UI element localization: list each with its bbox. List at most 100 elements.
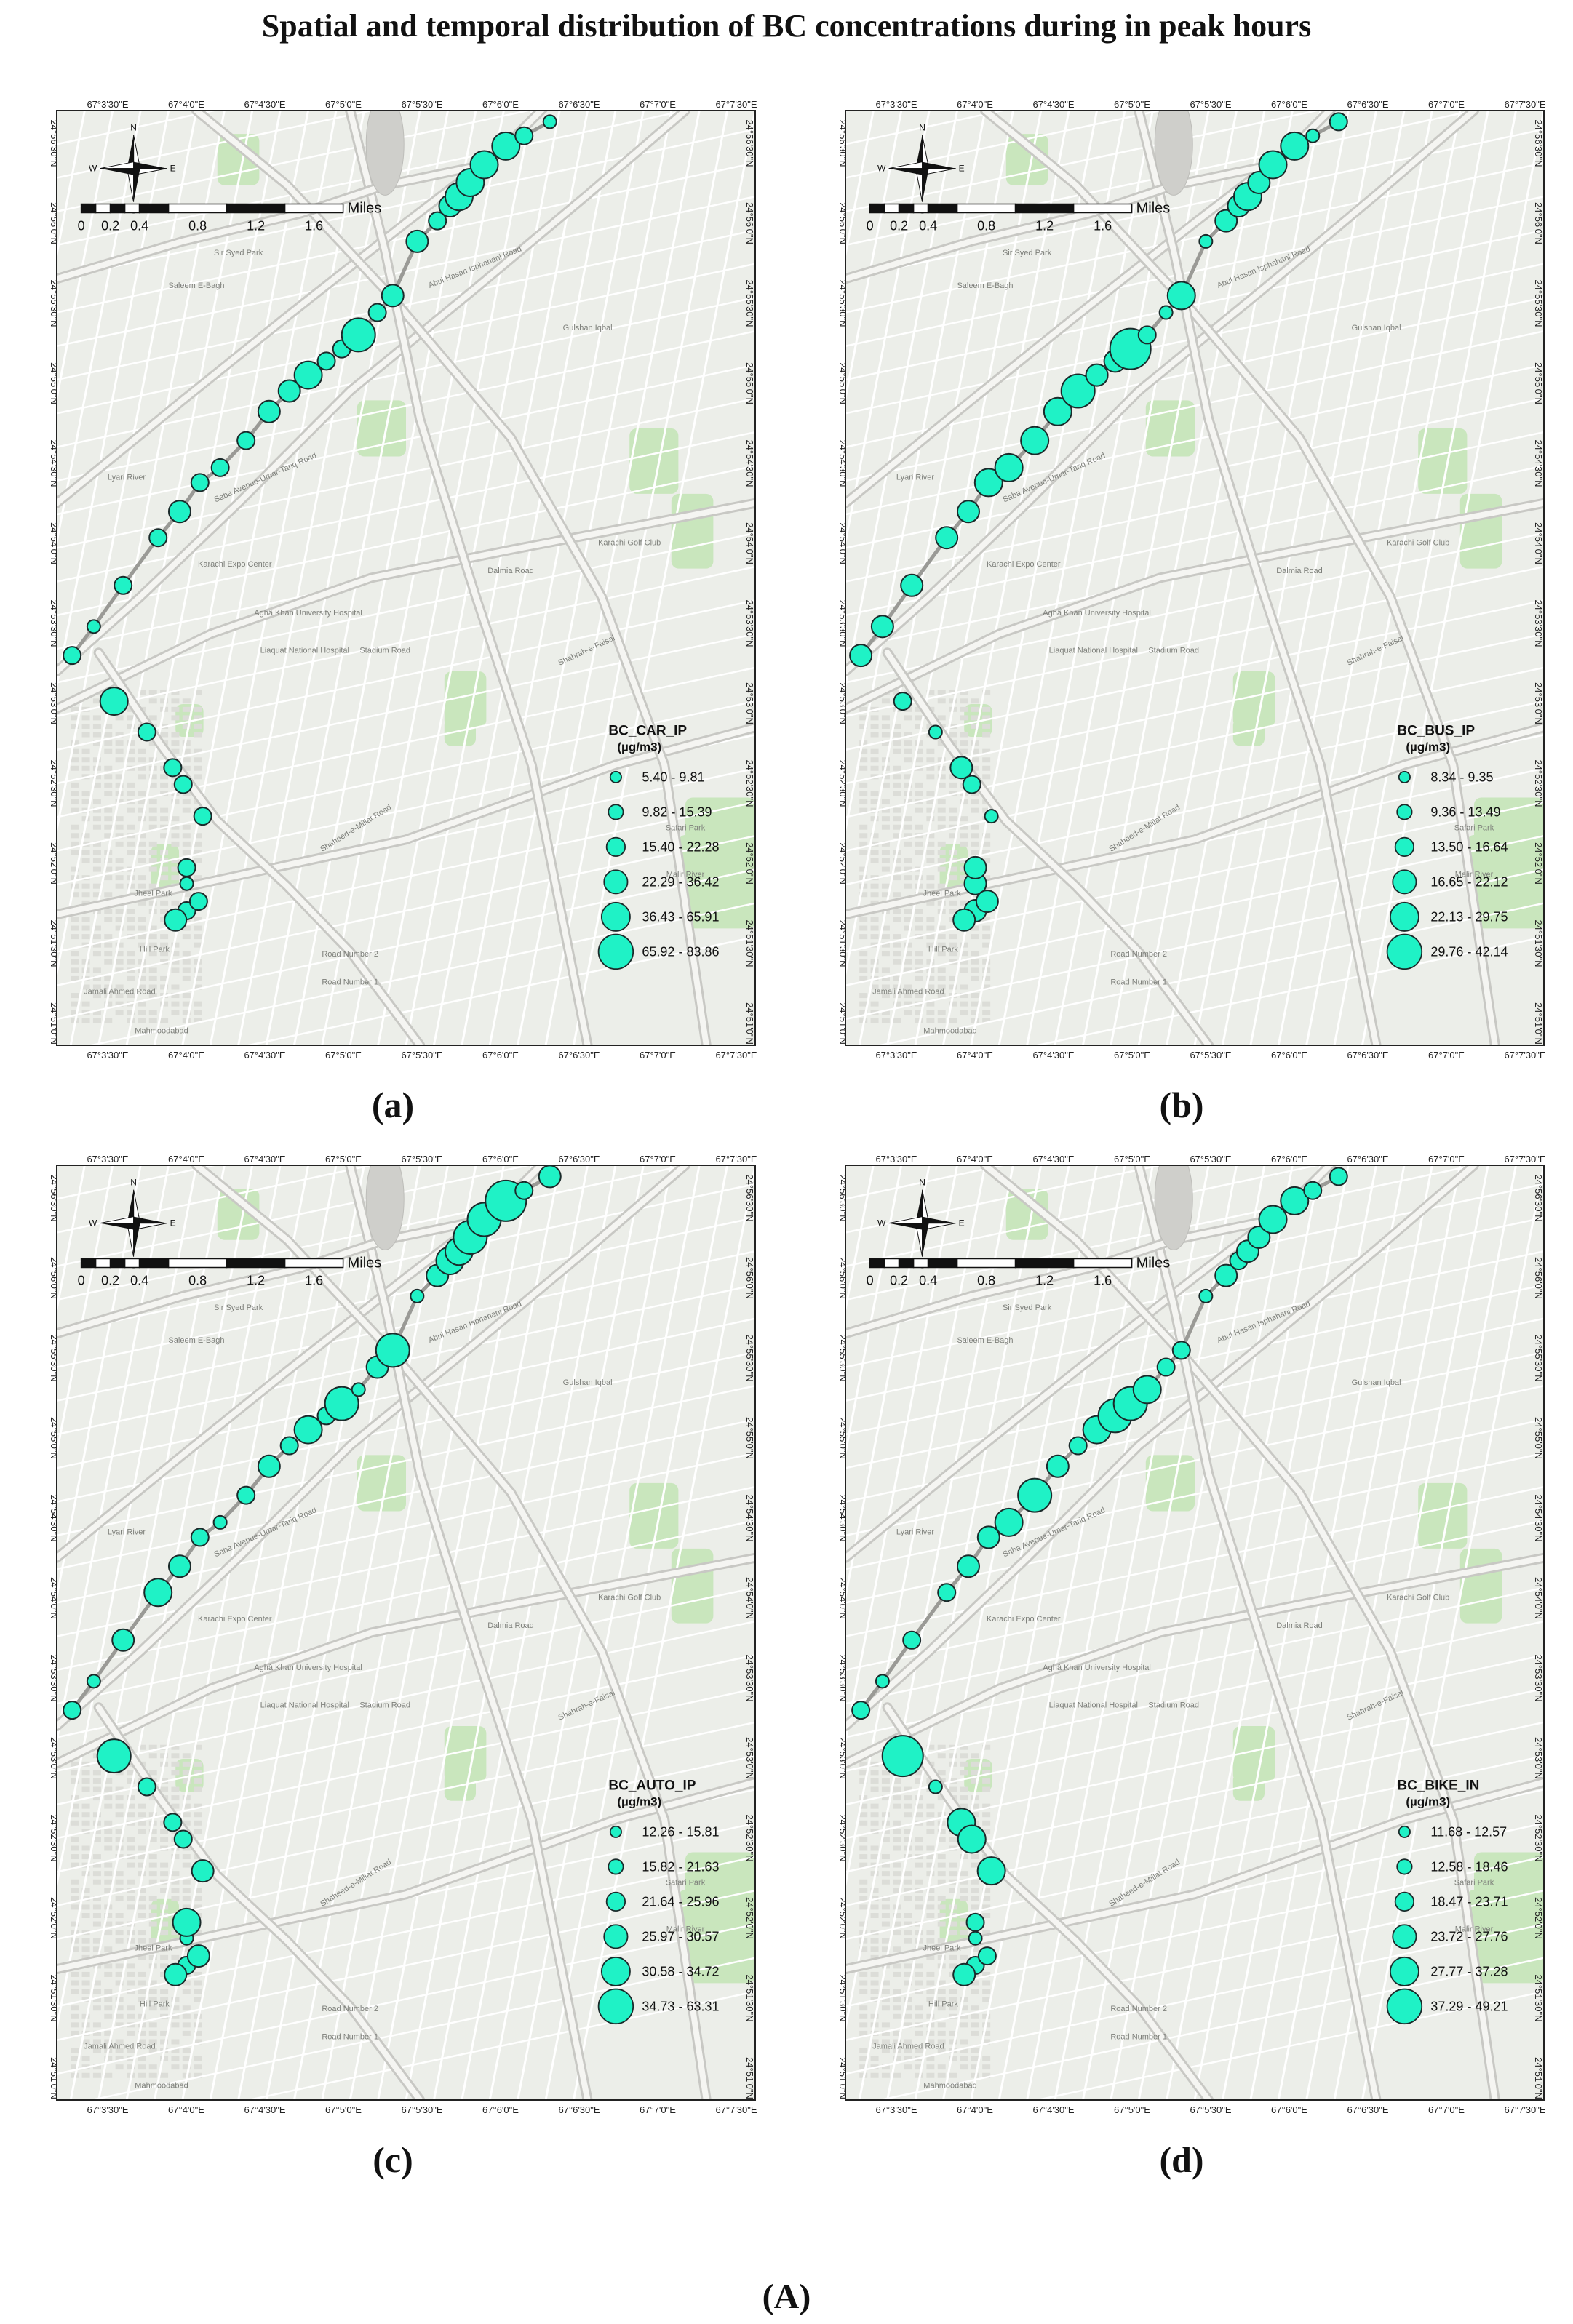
legend-symbol [600, 901, 631, 932]
latitude-tick-label: 24°54'0"N [744, 522, 755, 564]
bc-measurement-marker [937, 1583, 957, 1602]
map-place-label: Road Number 2 [1110, 2005, 1167, 2013]
map-place-label: Sir Syed Park [1003, 1303, 1052, 1312]
longitude-tick-label: 67°7'30"E [715, 99, 757, 110]
bc-measurement-marker [514, 1181, 534, 1200]
bc-measurement-marker [1020, 426, 1050, 455]
latitude-tick-label: 24°54'0"N [837, 1577, 848, 1619]
bc-measurement-marker [1132, 1375, 1162, 1405]
park-area [217, 1189, 260, 1240]
longitude-tick-label: 67°6'0"E [482, 1154, 519, 1165]
bc-measurement-marker [143, 1578, 173, 1608]
latitude-tick-label: 24°55'30"N [744, 279, 755, 327]
latitude-tick-label: 24°52'30"N [49, 1814, 60, 1861]
latitude-tick-label: 24°53'0"N [744, 1737, 755, 1779]
latitude-tick-label: 24°56'0"N [49, 202, 60, 244]
latitude-tick-label: 24°51'0"N [837, 2057, 848, 2099]
map-place-label: Stadium Road [359, 646, 410, 655]
bc-measurement-marker [236, 431, 256, 450]
bc-measurement-marker [167, 1554, 191, 1578]
longitude-tick-label: 67°7'30"E [1504, 2104, 1545, 2115]
bc-measurement-marker [928, 724, 943, 740]
bc-measurement-marker [1085, 363, 1109, 387]
map-place-label: Hill Park [140, 2000, 170, 2009]
longitude-tick-label: 67°6'0"E [482, 1050, 519, 1061]
latitude-tick-label: 24°51'0"N [1533, 2057, 1544, 2099]
legend-class-label: 65.92 - 83.86 [642, 944, 719, 959]
bc-measurement-marker [279, 1436, 299, 1456]
svg-text:W: W [877, 1218, 886, 1229]
map-place-label: Lyari River [108, 474, 146, 482]
latitude-tick-label: 24°55'0"N [1533, 1417, 1544, 1459]
latitude-tick-label: 24°53'0"N [837, 682, 848, 724]
longitude-tick-label: 67°4'30"E [244, 99, 285, 110]
map-place-label: Hill Park [140, 946, 170, 954]
map-place-label: Jheel Park [134, 889, 172, 898]
map-place-label: Sir Syed Park [214, 1303, 263, 1312]
longitude-tick-label: 67°6'30"E [1347, 99, 1388, 110]
longitude-tick-label: 67°6'30"E [1347, 1154, 1388, 1165]
bc-measurement-marker [210, 458, 230, 477]
svg-text:0: 0 [78, 1274, 85, 1288]
bc-measurement-marker [293, 1415, 323, 1445]
bc-measurement-marker [351, 1382, 366, 1397]
map-place-label: Liaquat National Hospital [1049, 1701, 1138, 1709]
map-place-label: Road Number 1 [322, 978, 378, 986]
map-place-label: Sir Syed Park [214, 249, 263, 257]
svg-text:0.8: 0.8 [977, 219, 995, 233]
bc-measurement-marker [1258, 150, 1288, 180]
map-place-label: Liaquat National Hospital [260, 1701, 349, 1709]
longitude-tick-label: 67°5'30"E [401, 1050, 442, 1061]
svg-text:0.8: 0.8 [188, 219, 207, 233]
legend-class-label: 21.64 - 25.96 [642, 1894, 719, 1909]
latitude-tick-label: 24°54'30"N [1533, 439, 1544, 487]
bc-measurement-marker [935, 526, 959, 550]
bc-measurement-marker [956, 500, 980, 524]
legend-symbol [1386, 933, 1423, 970]
latitude-tick-label: 24°53'0"N [1533, 682, 1544, 724]
map-place-label: Saleem E-Bagh [957, 1336, 1013, 1345]
latitude-tick-label: 24°53'30"N [744, 599, 755, 647]
map-place-label: Hill Park [928, 946, 958, 954]
bc-measurement-marker [188, 892, 208, 911]
svg-text:1.6: 1.6 [1094, 1274, 1112, 1288]
longitude-tick-label: 67°5'30"E [1190, 99, 1231, 110]
latitude-tick-label: 24°54'0"N [744, 1577, 755, 1619]
svg-text:E: E [959, 1218, 965, 1229]
svg-text:0.2: 0.2 [890, 219, 908, 233]
map-place-label: Saleem E-Bagh [168, 281, 224, 290]
legend-symbol [597, 1988, 634, 2025]
bc-measurement-marker [316, 351, 336, 371]
latitude-tick-label: 24°55'30"N [1533, 279, 1544, 327]
latitude-tick-label: 24°55'0"N [1533, 362, 1544, 404]
latitude-tick-label: 24°54'30"N [744, 1494, 755, 1541]
longitude-tick-label: 67°7'30"E [715, 1050, 757, 1061]
map-place-label: Liaquat National Hospital [1049, 646, 1138, 655]
park-area [444, 1773, 476, 1801]
bc-measurement-marker [148, 528, 168, 548]
longitude-tick-label: 67°7'30"E [1504, 99, 1545, 110]
map-place-label: Malir River [1455, 1925, 1494, 1934]
legend-symbol [600, 1956, 631, 1986]
map-place-label: Malir River [666, 1925, 705, 1934]
longitude-tick-label: 67°4'30"E [1032, 99, 1074, 110]
bc-measurement-marker [1158, 305, 1174, 320]
latitude-tick-label: 24°51'0"N [49, 1002, 60, 1045]
bc-measurement-marker [1060, 373, 1096, 409]
latitude-tick-label: 24°56'30"N [1533, 119, 1544, 167]
legend-class-label: 34.73 - 63.31 [642, 1999, 719, 2013]
latitude-tick-label: 24°52'0"N [1533, 842, 1544, 885]
bc-measurement-marker [1329, 1167, 1348, 1186]
longitude-tick-label: 67°3'30"E [875, 2104, 917, 2115]
latitude-tick-label: 24°53'30"N [49, 1654, 60, 1701]
legend-symbol [608, 1858, 624, 1875]
longitude-tick-label: 67°4'0"E [168, 1050, 204, 1061]
map-place-label: Gulshan Iqbal [563, 1378, 613, 1387]
latitude-tick-label: 24°51'0"N [49, 2057, 60, 2099]
latitude-tick-label: 24°52'0"N [1533, 1897, 1544, 1939]
longitude-tick-label: 67°4'0"E [957, 1050, 993, 1061]
map-place-label: Safari Park [666, 1878, 706, 1887]
latitude-tick-label: 24°56'0"N [1533, 202, 1544, 244]
map-place-label: Aghâ Khan University Hospital [254, 1664, 362, 1672]
longitude-tick-label: 67°5'0"E [1114, 99, 1150, 110]
